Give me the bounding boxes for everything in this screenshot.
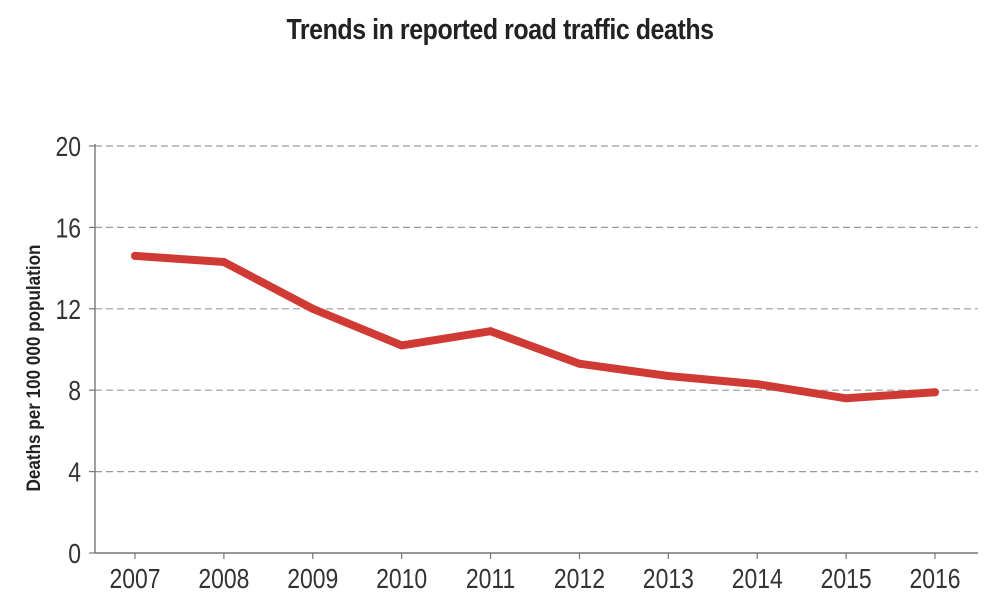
x-tick-label-2011: 2011 bbox=[466, 564, 515, 595]
x-tick-label-2007: 2007 bbox=[109, 564, 160, 595]
data-point-2015 bbox=[842, 394, 851, 403]
x-tick-label-2012: 2012 bbox=[554, 564, 605, 595]
x-tick-labels: 2007 2008 2009 2010 2011 2012 2013 2014 2015 2016 bbox=[109, 564, 960, 595]
y-tick-label-8: 8 bbox=[68, 376, 81, 407]
series-layer bbox=[131, 251, 939, 403]
data-point-2012 bbox=[575, 359, 584, 368]
grid-lines bbox=[95, 145, 978, 473]
x-tick-label-2008: 2008 bbox=[198, 564, 249, 595]
x-tick-label-2014: 2014 bbox=[732, 564, 783, 595]
data-point-2016 bbox=[931, 388, 939, 397]
x-tick-label-2016: 2016 bbox=[909, 564, 960, 595]
chart-title: Trends in reported road traffic deaths bbox=[286, 14, 714, 46]
y-tick-label-16: 16 bbox=[55, 213, 81, 244]
data-point-2013 bbox=[664, 371, 673, 380]
y-tick-label-4: 4 bbox=[68, 458, 81, 489]
series-line-0 bbox=[131, 251, 939, 403]
data-point-2010 bbox=[397, 341, 406, 350]
x-tick-label-2013: 2013 bbox=[643, 564, 694, 595]
x-tick-label-2009: 2009 bbox=[287, 564, 338, 595]
y-axis-label: Deaths per 100 000 population bbox=[23, 245, 44, 492]
data-point-2009 bbox=[308, 304, 317, 313]
y-tick-label-20: 20 bbox=[55, 132, 81, 163]
data-point-2011 bbox=[486, 327, 495, 336]
y-tick-label-0: 0 bbox=[68, 539, 81, 570]
x-tick-label-2015: 2015 bbox=[821, 564, 872, 595]
data-point-2007 bbox=[131, 251, 139, 260]
y-tick-labels: 0 4 8 12 16 20 bbox=[55, 132, 81, 570]
x-tick-label-2010: 2010 bbox=[376, 564, 427, 595]
data-point-2008 bbox=[219, 257, 228, 266]
axes bbox=[89, 144, 978, 559]
data-point-2014 bbox=[753, 380, 762, 389]
y-tick-label-12: 12 bbox=[55, 295, 81, 326]
